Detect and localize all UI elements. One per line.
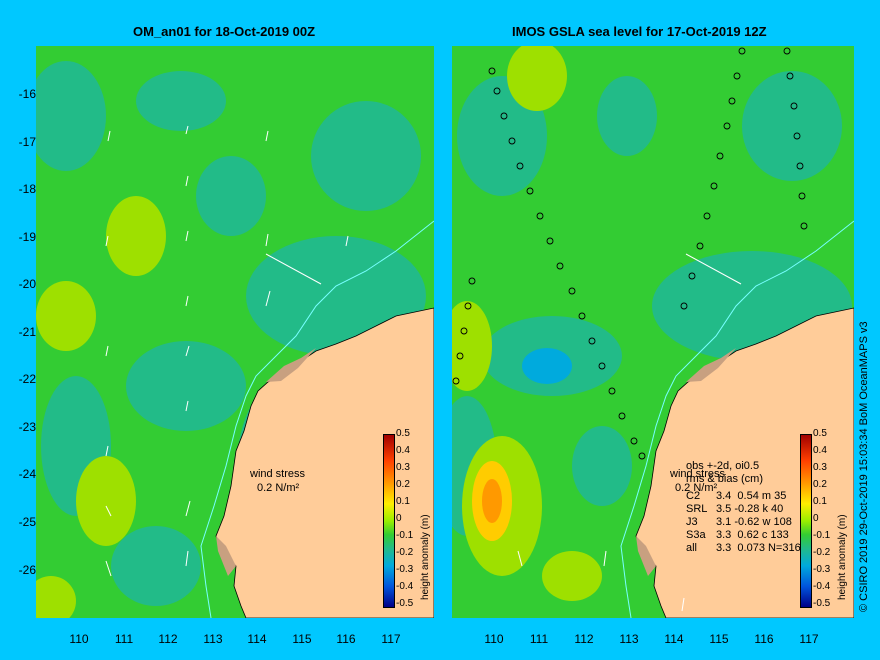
- stats-header-1: obs +-2d, oi0.5: [686, 460, 760, 472]
- lon-tick-label: 112: [158, 632, 178, 646]
- stats-row: J3: [686, 516, 698, 528]
- lat-tick-label: -26: [18, 563, 36, 577]
- lat-tick-label: -23: [18, 420, 36, 434]
- left-cbar-tick: 0.1: [396, 496, 410, 507]
- lon-tick-label: 115: [292, 632, 312, 646]
- right-cbar-title: height anomaly (m): [837, 514, 848, 600]
- left-cbar-tick: 0.3: [396, 462, 410, 473]
- right-cbar-tick: -0.3: [813, 564, 831, 575]
- right-cbar-tick: -0.1: [813, 530, 831, 541]
- lat-tick-label: -21: [18, 325, 36, 339]
- left-cbar-tick: -0.1: [396, 530, 414, 541]
- lat-tick-label: -20: [18, 277, 36, 291]
- shelf-contour-right: [620, 220, 854, 618]
- lon-tick-label: 114: [247, 632, 267, 646]
- wind-vectors-right: [517, 253, 742, 612]
- lon-tick-label: 113: [203, 632, 223, 646]
- left-anomaly-high: [36, 196, 166, 618]
- right-cbar-tick: -0.4: [813, 581, 831, 592]
- right-cbar-tick: -0.5: [813, 598, 831, 609]
- left-cbar-tick: -0.4: [396, 581, 414, 592]
- right-cbar-tick: 0.1: [813, 496, 827, 507]
- left-wind-value: 0.2 N/m²: [257, 482, 300, 494]
- satellite-track-2: [680, 47, 746, 310]
- right-cbar-tick: 0.4: [813, 445, 827, 456]
- left-cbar-tick: -0.3: [396, 564, 414, 575]
- left-cbar-tick: 0.5: [396, 428, 410, 439]
- lon-tick-label: 113: [619, 632, 639, 646]
- right-map: [452, 46, 854, 618]
- land-mass: [215, 307, 434, 618]
- lon-tick-label: 115: [709, 632, 729, 646]
- stats-header-2: rms & bias (cm): [686, 473, 763, 485]
- left-cbar-tick: -0.5: [396, 598, 414, 609]
- stats-row: C2: [686, 490, 701, 502]
- lat-tick-label: -18: [18, 182, 36, 196]
- right-cbar-tick: 0: [813, 513, 819, 524]
- lat-tick-label: -16: [18, 87, 36, 101]
- right-low-core: [522, 348, 572, 384]
- stats-row-value: 3.4 0.54 m 35: [716, 490, 787, 502]
- left-colorbar: [383, 434, 395, 608]
- right-cbar-tick: 0.2: [813, 479, 827, 490]
- lon-tick-label: 111: [529, 632, 549, 646]
- right-wind-value: 0.2 N/m²: [675, 482, 718, 494]
- lon-tick-label: 116: [336, 632, 356, 646]
- credit-text: © CSIRO 2019 29-Oct-2019 15:03:34 BoM Oc…: [858, 321, 870, 612]
- lat-tick-label: -19: [18, 230, 36, 244]
- land-mass-right: [635, 307, 854, 618]
- left-panel-title: OM_an01 for 18-Oct-2019 00Z: [133, 24, 316, 39]
- wind-vectors: [105, 125, 349, 577]
- lon-tick-label: 117: [381, 632, 401, 646]
- stats-row-value: 3.3 0.62 c 133: [716, 529, 789, 541]
- left-map-panel: [36, 46, 434, 618]
- shelf-contour: [200, 220, 434, 618]
- left-cbar-tick: -0.2: [396, 547, 414, 558]
- left-cbar-tick: 0.4: [396, 445, 410, 456]
- right-colorbar: [800, 434, 812, 608]
- stats-row: S3a: [686, 529, 706, 541]
- lat-tick-label: -22: [18, 372, 36, 386]
- shelf-coast-right: [636, 348, 736, 576]
- lon-tick-label: 114: [664, 632, 684, 646]
- shelf-coast: [216, 348, 316, 576]
- stats-row: SRL: [686, 503, 708, 515]
- left-map: [36, 46, 434, 618]
- left-cbar-tick: 0: [396, 513, 402, 524]
- lon-tick-label: 110: [484, 632, 504, 646]
- lon-tick-label: 117: [799, 632, 819, 646]
- right-high-peak: [482, 479, 502, 523]
- lon-tick-label: 112: [574, 632, 594, 646]
- satellite-track-3: [783, 47, 808, 230]
- lon-tick-label: 111: [114, 632, 134, 646]
- right-cbar-tick: 0.3: [813, 462, 827, 473]
- right-wind-label: wind stress: [670, 468, 726, 480]
- left-cbar-tick: 0.2: [396, 479, 410, 490]
- stats-row-value: 3.5 -0.28 k 40: [716, 503, 784, 515]
- stats-row: all: [686, 542, 698, 554]
- lat-tick-label: -25: [18, 515, 36, 529]
- satellite-track-1: [488, 67, 646, 460]
- left-wind-label: wind stress: [250, 468, 306, 480]
- lat-tick-label: -17: [18, 135, 36, 149]
- lat-tick-label: -24: [18, 467, 36, 481]
- right-map-panel: [452, 46, 854, 618]
- lon-tick-label: 110: [69, 632, 89, 646]
- right-cbar-tick: 0.5: [813, 428, 827, 439]
- right-panel-title: IMOS GSLA sea level for 17-Oct-2019 12Z: [512, 24, 767, 39]
- stats-row-value: 3.1 -0.62 w 108: [716, 516, 792, 528]
- stats-row-value: 3.3 0.073 N=316: [716, 542, 801, 554]
- satellite-track-4: [452, 277, 476, 385]
- right-cbar-tick: -0.2: [813, 547, 831, 558]
- lon-tick-label: 116: [754, 632, 774, 646]
- left-cbar-title: height anomaly (m): [420, 514, 431, 600]
